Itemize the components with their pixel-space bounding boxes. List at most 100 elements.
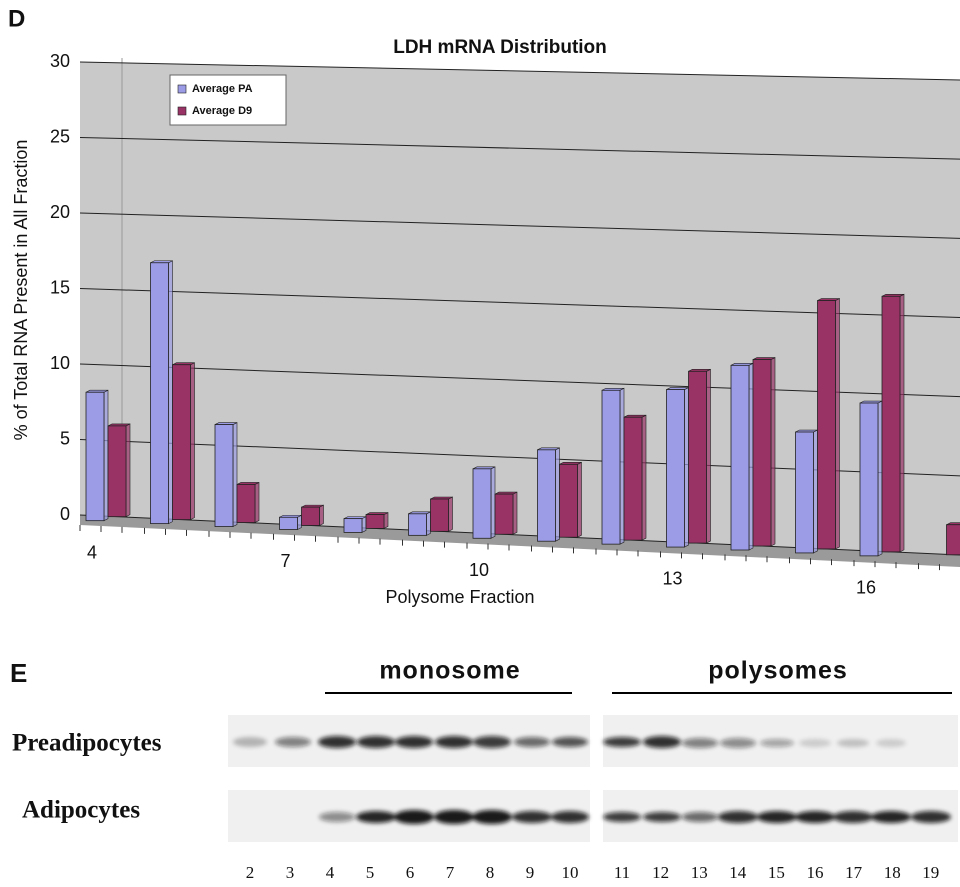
bar-side: [298, 515, 302, 529]
bar: [818, 301, 836, 549]
group-label: monosome: [379, 657, 520, 685]
bar-side: [427, 512, 431, 536]
band: [473, 736, 511, 748]
band: [757, 811, 797, 823]
y-tick-label: 15: [50, 277, 70, 297]
bar: [280, 517, 298, 529]
bar: [344, 519, 362, 533]
bar: [215, 425, 233, 527]
x-tick-label: 7: [280, 551, 290, 571]
page: {"panel_d": "D", "chart_data": {"type": …: [0, 0, 960, 887]
bar: [302, 507, 320, 525]
band: [472, 810, 512, 824]
band: [357, 736, 395, 748]
legend-label: Average D9: [192, 105, 252, 117]
band: [760, 739, 794, 747]
bar: [624, 417, 642, 540]
band: [394, 810, 434, 824]
legend-label: Average PA: [192, 83, 253, 95]
bar-side: [491, 467, 495, 538]
bar: [86, 392, 104, 520]
bar-side: [878, 401, 882, 556]
band: [799, 739, 831, 747]
bar-side: [814, 430, 818, 553]
bar: [731, 365, 749, 550]
y-tick-label: 30: [50, 51, 70, 71]
bar-side: [771, 358, 775, 546]
panel-label: E: [10, 658, 27, 688]
bar: [151, 263, 169, 524]
bar: [366, 515, 384, 529]
band: [318, 736, 356, 748]
bar: [237, 484, 255, 522]
bar: [495, 494, 513, 534]
band: [643, 812, 681, 822]
bar: [753, 360, 771, 546]
band: [356, 811, 396, 823]
bar: [689, 371, 707, 543]
lane-label: 11: [614, 863, 630, 882]
bar: [602, 390, 620, 544]
bar: [431, 499, 449, 531]
bar: [860, 403, 878, 556]
bar-side: [513, 492, 517, 534]
legend-swatch: [178, 107, 186, 115]
lane-label: 3: [286, 863, 295, 882]
bar-side: [578, 462, 582, 537]
band: [603, 737, 641, 747]
bar: [947, 525, 960, 555]
y-tick-label: 5: [60, 428, 70, 448]
row-label: Preadipocytes: [12, 730, 162, 757]
lane-label: 6: [406, 863, 415, 882]
bar: [538, 450, 556, 541]
bar: [796, 432, 814, 553]
band: [434, 810, 474, 824]
y-axis-label: % of Total RNA Present in All Fraction: [11, 140, 31, 441]
band: [395, 736, 433, 748]
band: [275, 737, 311, 747]
bar-side: [707, 369, 711, 543]
band: [435, 736, 473, 748]
x-axis-label: Polysome Fraction: [385, 587, 534, 607]
bar: [108, 426, 126, 517]
x-tick-label: 16: [856, 577, 876, 597]
band: [871, 811, 911, 823]
band: [552, 737, 588, 747]
bar-side: [620, 388, 624, 544]
bar: [882, 296, 900, 552]
panel-label: D: [8, 5, 25, 32]
bar-side: [900, 294, 904, 552]
lane-label: 17: [845, 863, 863, 882]
bar-side: [384, 513, 388, 529]
bar-side: [104, 390, 108, 520]
lane-label: 9: [526, 863, 535, 882]
bar-side: [362, 517, 366, 533]
bar: [667, 390, 685, 548]
band: [603, 812, 641, 822]
bar-side: [556, 448, 560, 541]
lane-labels: 2345678910111213141516171819: [246, 863, 940, 882]
lane-label: 10: [562, 863, 579, 882]
band: [514, 737, 550, 747]
band: [512, 811, 552, 823]
lane-label: 18: [884, 863, 901, 882]
band: [233, 737, 267, 747]
band: [795, 811, 835, 823]
band: [911, 811, 951, 823]
bar-side: [642, 415, 646, 540]
bar-side: [836, 299, 840, 549]
band: [319, 812, 355, 822]
y-tick-label: 0: [60, 504, 70, 524]
lane-label: 12: [652, 863, 669, 882]
bar: [473, 469, 491, 538]
bar-side: [749, 363, 753, 550]
y-tick-label: 10: [50, 353, 70, 373]
x-tick-label: 4: [87, 542, 97, 562]
bar: [409, 514, 427, 536]
bar-side: [191, 363, 195, 520]
band: [643, 736, 681, 748]
y-tick-label: 20: [50, 202, 70, 222]
lane-label: 7: [446, 863, 455, 882]
x-tick-label: 13: [662, 569, 682, 589]
bar-side: [320, 505, 324, 525]
